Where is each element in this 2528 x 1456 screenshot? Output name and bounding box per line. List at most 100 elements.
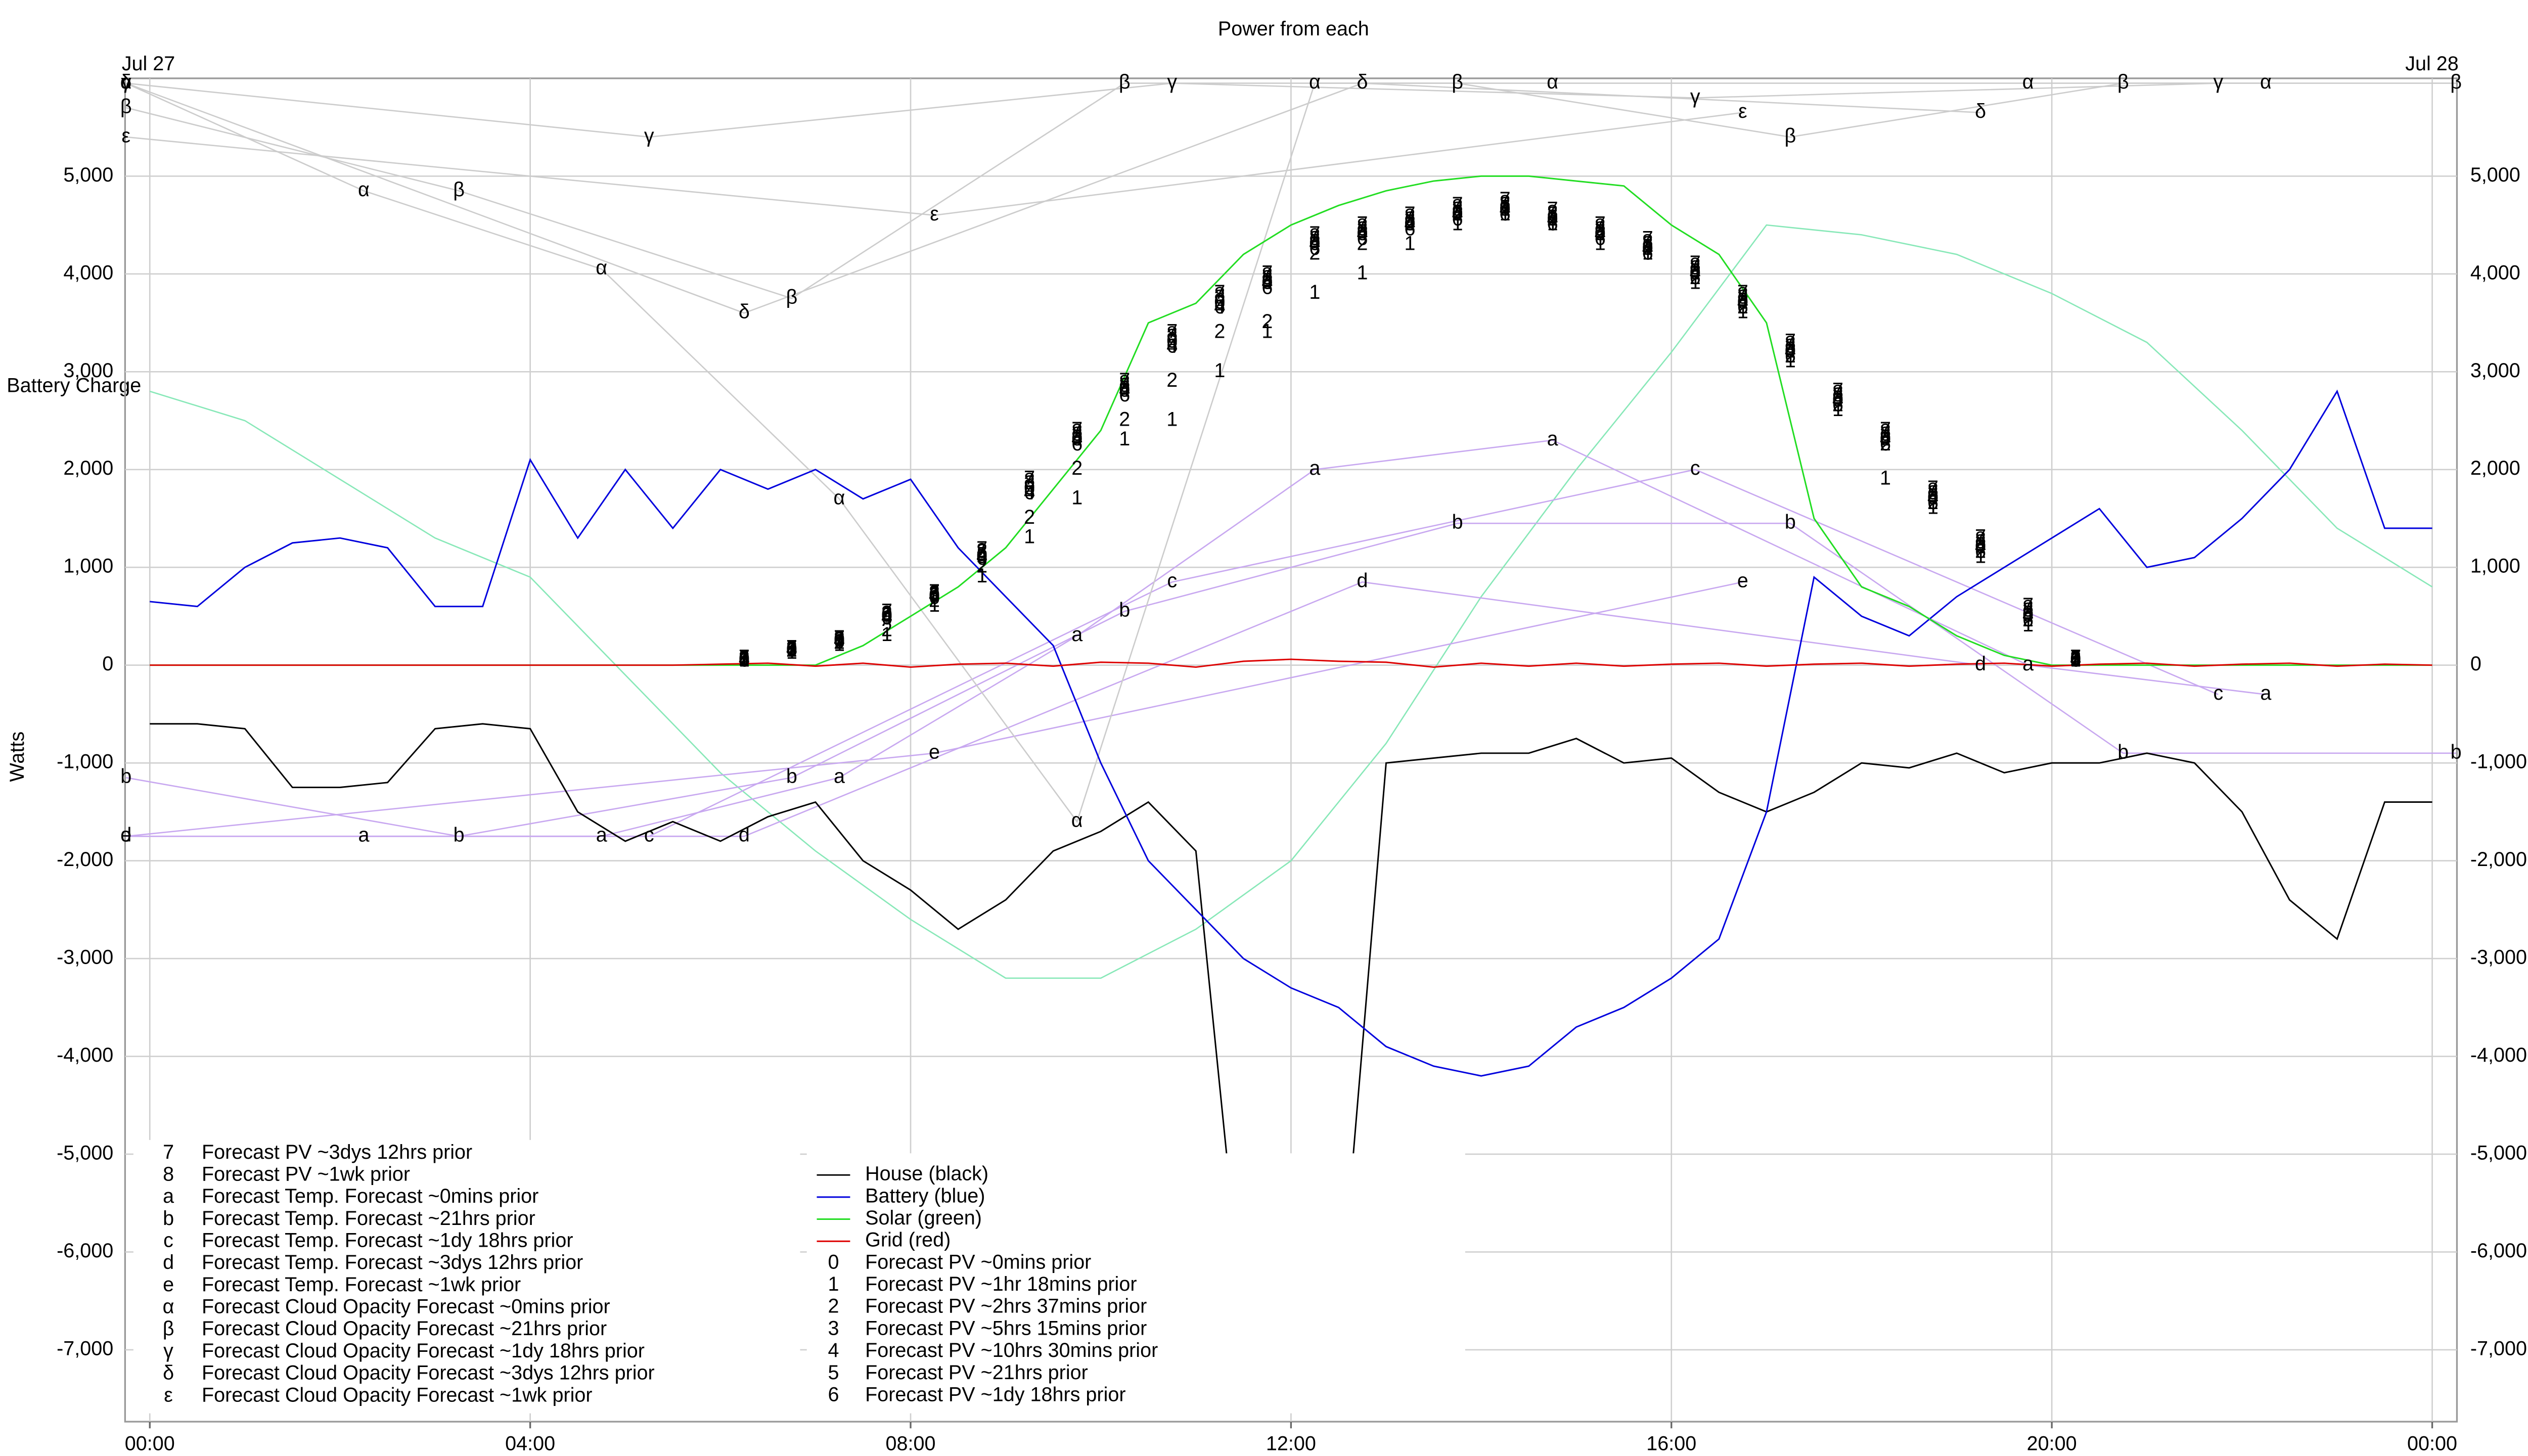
pv-forecast-point: 0: [1927, 486, 1938, 509]
forecast-point: d: [120, 824, 131, 846]
pv-forecast-point: 2: [1690, 266, 1701, 289]
pv-forecast-point: 1: [1071, 486, 1082, 509]
pv-forecast-point: 1: [976, 565, 987, 587]
pv-forecast-point: 1: [1547, 213, 1558, 235]
legend-symbol: 5: [828, 1361, 839, 1384]
pv-forecast-point: 6: [1452, 208, 1463, 230]
pv-forecast-point: 5: [1642, 235, 1653, 257]
pv-forecast-point: 7: [1500, 188, 1511, 210]
pv-forecast-point: 3: [1119, 374, 1130, 396]
pv-forecast-point: 6: [1547, 213, 1558, 235]
pv-forecast-point: 0: [2070, 648, 2081, 670]
pv-forecast-point: 0: [1737, 291, 1748, 313]
pv-forecast-point: 8: [1405, 205, 1416, 227]
pv-forecast-point: 0: [1547, 208, 1558, 230]
pv-forecast-point: 7: [1642, 228, 1653, 250]
pv-forecast-point: 1: [1261, 320, 1273, 342]
series-line: [150, 658, 2432, 668]
forecast-point: b: [786, 765, 797, 788]
forecast-point: ε: [121, 124, 130, 147]
pv-forecast-point: 3: [786, 637, 797, 659]
pv-forecast-point: 8: [2070, 647, 2081, 669]
forecast-line: [125, 82, 2456, 299]
pv-forecast-point: 6: [1166, 335, 1178, 357]
pv-forecast-point: 3: [1642, 232, 1653, 254]
forecast-line: [126, 581, 1981, 837]
forecast-point: α: [834, 486, 845, 509]
pv-forecast-point: 5: [1024, 477, 1035, 499]
pv-forecast-point: 5: [1452, 201, 1463, 223]
forecast-point: γ: [1690, 85, 1700, 108]
legend-label: Forecast Temp. Forecast ~3dys 12hrs prio…: [202, 1251, 583, 1273]
pv-forecast-point: 4: [1927, 486, 1938, 509]
pv-forecast-point: 0: [1309, 232, 1320, 254]
forecast-point: b: [1785, 511, 1796, 533]
legend-label: Forecast PV ~10hrs 30mins prior: [865, 1339, 1158, 1361]
pv-forecast-point: 7: [1785, 330, 1796, 352]
pv-forecast-point: 1: [1690, 271, 1701, 294]
legend-symbol: 2: [828, 1295, 839, 1317]
pv-forecast-point: 8: [739, 647, 750, 669]
pv-forecast-point: 6: [1309, 237, 1320, 259]
pv-forecast-point: 2: [1975, 540, 1986, 563]
chart-title: Power from each: [1218, 18, 1369, 40]
pv-forecast-point: 1: [1927, 496, 1938, 519]
legend-label: Forecast Cloud Opacity Forecast ~1wk pri…: [202, 1384, 593, 1406]
y2-tick-label: -6,000: [2470, 1240, 2527, 1262]
pv-forecast-point: 3: [834, 627, 845, 650]
legend-label: Forecast PV ~0mins prior: [865, 1251, 1091, 1273]
pv-forecast-point: 2: [1547, 208, 1558, 230]
pv-forecast-point: 0: [1642, 237, 1653, 259]
pv-forecast-point: 7: [1261, 261, 1273, 284]
forecast-point: β: [1119, 71, 1131, 93]
pv-forecast-point: 8: [1452, 195, 1463, 217]
legend-label: Forecast Cloud Opacity Forecast ~21hrs p…: [202, 1317, 607, 1340]
pv-forecast-point: 4: [2070, 648, 2081, 670]
y2-tick-label: -3,000: [2470, 946, 2527, 969]
legend-label: Forecast Cloud Opacity Forecast ~0mins p…: [202, 1296, 610, 1318]
y2-tick-label: -1,000: [2470, 751, 2527, 773]
y2-tick-label: 5,000: [2470, 164, 2520, 186]
legend-symbol: 7: [163, 1141, 174, 1163]
pv-forecast-point: 3: [881, 602, 892, 624]
y-tick-label: 0: [102, 653, 113, 675]
forecast-line: [126, 82, 2219, 138]
pv-forecast-point: 1: [929, 594, 940, 616]
pv-forecast-point: 7: [1737, 281, 1748, 303]
pv-forecast-point: 1: [1214, 359, 1225, 382]
y-tick-label: 5,000: [63, 164, 113, 186]
forecast-point: c: [2213, 682, 2223, 704]
pv-forecast-point: 2: [1737, 296, 1748, 318]
forecast-point: c: [1690, 457, 1700, 479]
forecast-point: c: [644, 824, 654, 846]
forecast-point: γ: [1167, 71, 1177, 93]
forecast-point: a: [1071, 623, 1082, 646]
pv-forecast-point: 0: [1975, 535, 1986, 558]
pv-forecast-point: 1: [1452, 213, 1463, 235]
forecast-point: α: [1309, 71, 1321, 93]
pv-forecast-point: 6: [1880, 433, 1891, 455]
pv-forecast-point: 6: [1500, 203, 1511, 225]
pv-forecast-point: 8: [1690, 254, 1701, 276]
pv-forecast-point: 8: [1071, 420, 1082, 442]
forecast-point: δ: [739, 301, 750, 323]
forecast-line: [126, 522, 2456, 837]
legend-label: Forecast Cloud Opacity Forecast ~3dys 12…: [202, 1362, 655, 1384]
pv-forecast-point: 0: [739, 648, 750, 670]
legend-label: Forecast PV ~2hrs 37mins prior: [865, 1295, 1147, 1317]
y2-tick-label: 0: [2470, 653, 2481, 675]
pv-forecast-point: 5: [1975, 533, 1986, 556]
pv-forecast-point: 6: [739, 649, 750, 671]
pv-forecast-point: 5: [1547, 206, 1558, 228]
y-tick-label: -2,000: [57, 848, 113, 871]
pv-forecast-point: 4: [1832, 389, 1843, 411]
pv-forecast-point: 7: [1024, 467, 1035, 489]
forecast-point: δ: [1357, 71, 1368, 93]
forecast-point: b: [1119, 599, 1130, 621]
pv-forecast-point: 1: [1832, 398, 1843, 421]
legend-symbol: 0: [828, 1251, 839, 1273]
pv-forecast-point: 2: [739, 648, 750, 670]
pv-forecast-point: 4: [1642, 237, 1653, 259]
y2-tick-label: 1,000: [2470, 555, 2520, 577]
